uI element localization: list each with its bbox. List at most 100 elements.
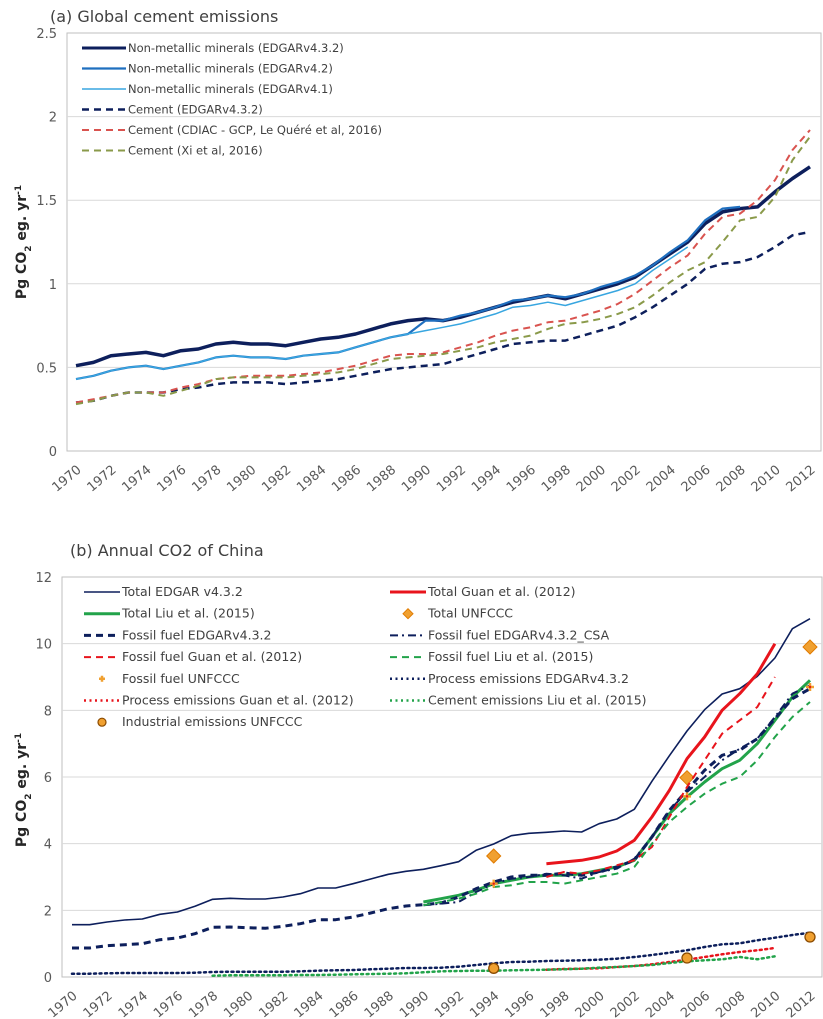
data-point-circle [488,962,500,974]
legend-item: Non-metallic minerals (EDGARv4.2) [82,62,333,76]
plot-frame [66,32,822,452]
legend-item: Fossil fuel Guan et al. (2012) [84,649,302,664]
legend-item: Cement (Xi et al, 2016) [82,144,263,158]
series-line [546,642,777,866]
series-process-emissions-edgarv4-3-2 [70,931,812,975]
series-cement-edgarv4-3-2- [75,230,811,404]
legend-marker-plus [99,675,105,682]
data-point-diamond [679,769,695,786]
legend-label: Total Guan et al. (2012) [427,584,576,599]
legend-item: Fossil fuel EDGARv4.3.2_CSA [390,627,610,642]
x-tick-label: 1970 [46,989,81,1019]
y-tick-label: 0 [49,445,57,460]
y-tick-label: 2 [49,111,57,126]
x-tick-label: 2008 [714,463,749,496]
y-axis-label-part: 2 [24,794,34,800]
series-total-unfccc [486,639,818,864]
x-tick-label: 1986 [329,463,364,496]
x-tick-label: 1994 [467,989,502,1019]
legend-label: Cement (Xi et al, 2016) [128,144,263,158]
y-tick-label: 2.5 [36,27,57,42]
x-tick-label: 1994 [469,463,504,496]
x-tick-label: 1972 [85,463,120,496]
legend-label: Fossil fuel EDGARv4.3.2 [122,627,271,642]
y-tick-label: 4 [44,838,52,853]
y-tick-label: 10 [35,638,52,653]
x-tick-label: 1976 [154,463,189,496]
data-point-plus-center [808,685,812,689]
y-tick-label: 2 [44,904,52,919]
x-tick-label: 2000 [574,463,609,496]
legend-item: Process emissions EDGARv4.3.2 [390,671,629,686]
legend-item: Non-metallic minerals (EDGARv4.1) [82,82,333,96]
y-axis-label: Pg CO2 eg. yr-1 [14,733,34,847]
y-axis-label-part: eg. yr [14,195,30,246]
legend-label: Industrial emissions UNFCCC [122,714,303,729]
x-tick-label: 1978 [189,463,224,496]
legend-label: Process emissions EDGARv4.3.2 [428,671,629,686]
x-tick-label: 1982 [256,989,291,1019]
data-point-diamond [802,639,818,655]
legend-label: Cement (EDGARv4.3.2) [128,103,263,117]
legend-item: Non-metallic minerals (EDGARv4.3.2) [82,41,344,55]
x-tick-label: 2006 [678,989,713,1019]
legend-label: Total UNFCCC [427,606,513,621]
data-point-diamond [486,848,502,864]
panel-b: (b) Annual CO2 of China 0 2 4 6 8 10 12 1970 1972… [14,541,823,1019]
chart-title: (a) Global cement emissions [50,7,278,26]
x-tick-label: 2006 [679,463,714,496]
x-tick-label: 1998 [538,989,573,1019]
x-tick-label: 2012 [784,463,819,496]
y-tick-label: 0.5 [36,361,57,376]
legend-marker-circle [97,717,107,727]
legend-item: Industrial emissions UNFCCC [97,714,303,729]
legend-label: Non-metallic minerals (EDGARv4.3.2) [128,41,344,55]
x-tick-label: 1984 [294,463,329,496]
x-tick-label: 1996 [504,463,539,496]
x-tick-label: 1982 [259,463,294,496]
series-fossil-fuel-guan-et-al-2012- [546,676,776,878]
series-fossil-fuel-unfccc [489,683,814,888]
series-cement-xi-et-al-2016- [75,136,811,406]
y-axis-label-part: -1 [14,733,24,743]
legend-item: Total EDGAR v4.3.2 [84,584,243,599]
series-line [75,246,689,380]
x-tick-label: 2008 [713,989,748,1019]
x-tick-label: 1970 [50,463,85,496]
y-tick-label: 1.5 [36,194,57,209]
x-tick-label: 1974 [119,463,154,496]
legend-item: Fossil fuel UNFCCC [99,671,240,686]
series-fossil-fuel-liu-et-al-2015- [423,701,811,907]
legend-item: Total UNFCCC [402,606,513,621]
legend-label: Total EDGAR v4.3.2 [121,584,243,599]
series-line [423,701,811,907]
y-axis-label-part: eg. yr [14,743,30,794]
legend-label: Fossil fuel EDGARv4.3.2_CSA [428,627,610,642]
series-cement-cdiac-gcp-le-qu-r-et-al-2016- [75,129,811,404]
x-tick-label: 1990 [399,463,434,496]
x-tick-label: 2004 [643,989,678,1019]
x-tick-label: 1984 [292,989,327,1019]
legend-item: Total Liu et al. (2015) [84,606,255,621]
x-tick-label: 1992 [434,463,469,496]
x-tick-label: 1980 [221,989,256,1019]
series-line [75,129,811,404]
legend-item: Cement emissions Liu et al. (2015) [390,693,647,708]
legend-label: Cement (CDIAC - GCP, Le Quéré et al, 201… [128,123,382,137]
x-tick-label: 1974 [116,989,151,1019]
series-line [75,136,811,406]
legend-label: Total Liu et al. (2015) [121,606,255,621]
y-axis-label-part: Pg CO [14,252,30,299]
x-tick-label: 1980 [224,463,259,496]
legend-item: Total Guan et al. (2012) [390,584,576,599]
legend: Total EDGAR v4.3.2 Total Guan et al. (201… [84,584,647,729]
x-tick-label: 1988 [364,463,399,496]
x-tick-label: 2010 [749,463,784,496]
data-point-circle [804,931,816,943]
legend-item: Cement (EDGARv4.3.2) [82,103,263,117]
x-tick-label: 1988 [362,989,397,1019]
legend-item: Cement (CDIAC - GCP, Le Quéré et al, 201… [82,123,382,137]
legend-marker-diamond [402,607,414,620]
series-total-edgar-v4-3-2 [72,618,811,926]
series-total-guan-et-al-2012- [546,642,777,866]
